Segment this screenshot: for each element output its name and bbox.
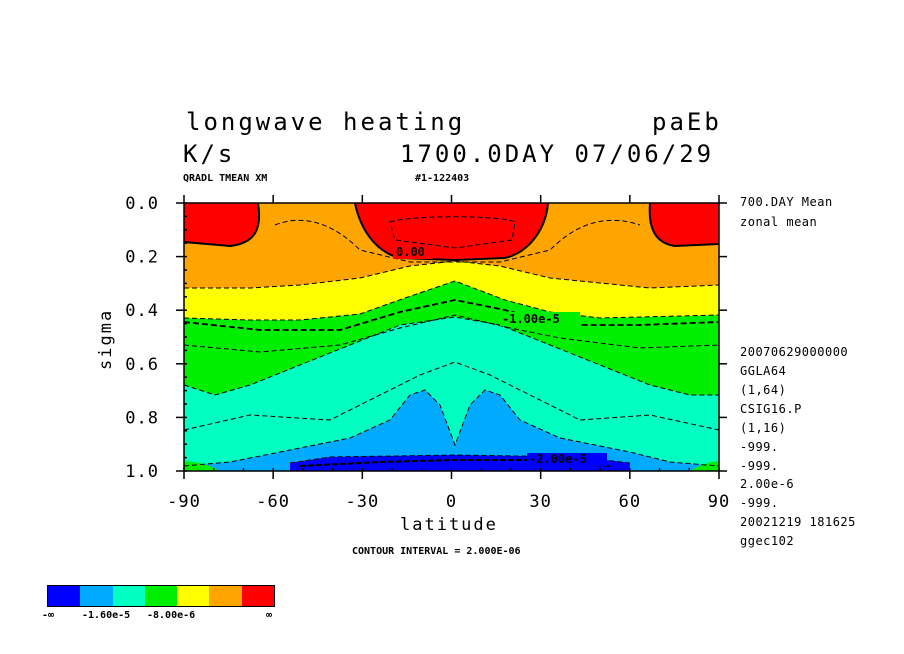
side-info-line: 2.00e-6 xyxy=(740,477,795,491)
x-tick-label: 90 xyxy=(708,492,730,512)
side-info-line: 20021219 181625 xyxy=(740,515,856,529)
band-green-bottom-left xyxy=(184,461,220,471)
contour-line xyxy=(184,314,719,353)
legend-swatch xyxy=(48,586,81,606)
contour-interval-label: CONTOUR INTERVAL = 2.000E-06 xyxy=(352,546,521,557)
contour-line xyxy=(184,260,719,289)
legend-swatch xyxy=(80,586,113,606)
y-axis-label: sigma xyxy=(96,309,116,370)
contour-line xyxy=(184,316,719,396)
side-info-line: ggec102 xyxy=(740,534,795,548)
side-info-line: (1,16) xyxy=(740,421,787,435)
legend-label-max: ∞ xyxy=(266,610,273,621)
region-red-left xyxy=(184,203,260,246)
contour-line xyxy=(184,203,261,248)
side-info-line: 700.DAY Mean xyxy=(740,195,833,209)
x-tick-label: -30 xyxy=(345,492,379,512)
legend-swatch xyxy=(209,586,242,606)
contour-line xyxy=(354,203,549,262)
contour-label-zero: 0.00 xyxy=(396,245,425,259)
contour-line xyxy=(184,361,719,431)
side-info-line: -999. xyxy=(740,496,779,510)
y-tick-label: 0.8 xyxy=(125,408,159,428)
x-axis-label: latitude xyxy=(400,515,498,535)
time-label: 1700.0DAY 07/06/29 xyxy=(400,140,715,168)
run-id-label: #1-122403 xyxy=(415,173,470,184)
units-label: K/s xyxy=(183,140,236,168)
band-blue-light xyxy=(184,390,719,471)
contour-label-neg2e5: -2.00e-5 xyxy=(529,452,587,466)
x-tick-label: -60 xyxy=(256,492,290,512)
side-info-line: GGLA64 xyxy=(740,364,787,378)
side-info-line: (1,64) xyxy=(740,383,787,397)
y-tick-label: 0.6 xyxy=(125,355,159,375)
variable-label: QRADL TMEAN XM xyxy=(183,173,268,184)
side-info-line: CSIG16.P xyxy=(740,402,802,416)
legend-label-min: -∞ xyxy=(42,610,55,621)
x-tick-label: 30 xyxy=(529,492,551,512)
contour-line xyxy=(184,389,719,467)
legend-swatch xyxy=(112,586,145,606)
legend-label-1: -1.60e-5 xyxy=(82,610,131,621)
side-info-line: zonal mean xyxy=(740,215,818,229)
chart-title: longwave heating xyxy=(186,108,466,136)
legend-swatch xyxy=(144,586,178,606)
contour-line xyxy=(648,203,719,248)
legend-swatch xyxy=(241,586,274,606)
x-tick-label: 0 xyxy=(446,492,457,512)
side-info-line: -999. xyxy=(740,459,779,473)
legend-label-2: -8.00e-6 xyxy=(147,610,196,621)
run-code: paEb xyxy=(652,108,722,136)
color-legend xyxy=(47,585,275,607)
contour-line xyxy=(184,299,719,331)
band-green-bottom-right xyxy=(690,461,719,471)
x-tick-label: 60 xyxy=(619,492,641,512)
contour-label-neg1e5: -1.00e-5 xyxy=(502,312,560,326)
side-info-line: -999. xyxy=(740,440,779,454)
contour-line xyxy=(389,216,516,249)
y-tick-label: 0.0 xyxy=(125,194,159,214)
side-info-line: 20070629000000 xyxy=(740,345,849,359)
y-tick-label: 0.2 xyxy=(125,248,159,268)
region-red-right xyxy=(649,203,719,246)
contour-line xyxy=(274,219,641,263)
y-tick-label: 1.0 xyxy=(125,462,159,482)
x-tick-label: -90 xyxy=(167,492,201,512)
y-tick-label: 0.4 xyxy=(125,301,159,321)
legend-swatch xyxy=(177,586,210,606)
